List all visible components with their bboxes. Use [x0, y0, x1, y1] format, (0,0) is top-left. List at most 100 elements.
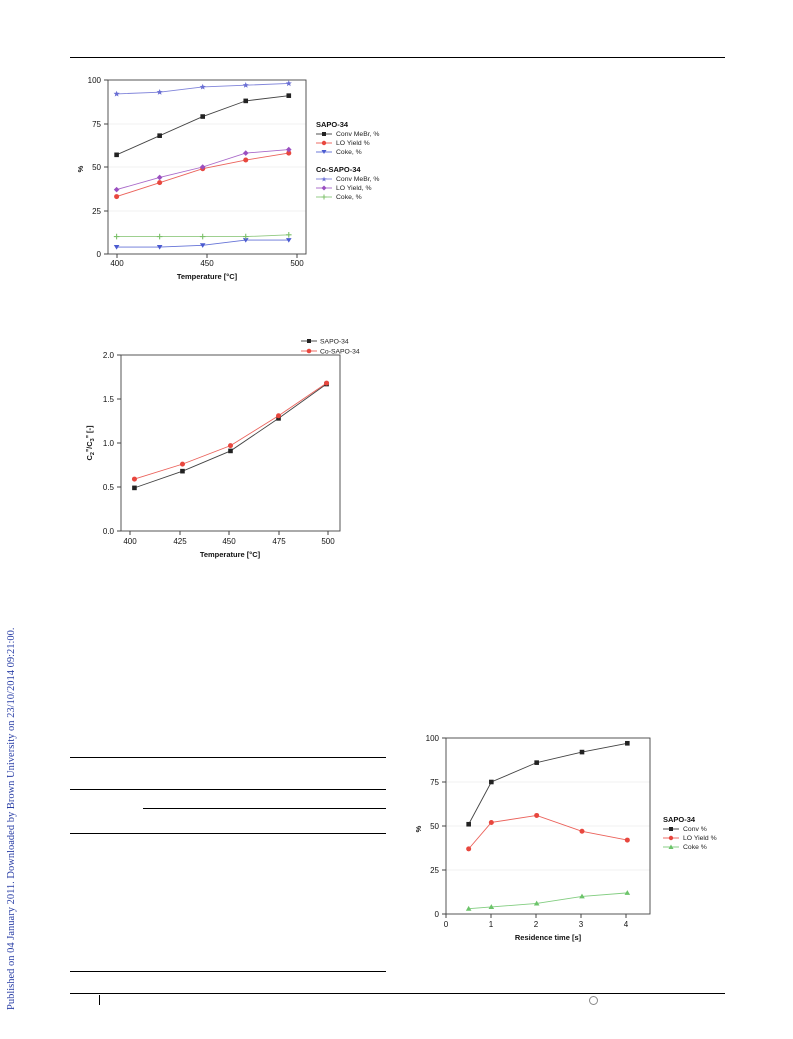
fig1-legend-label: LO Yield % [336, 140, 370, 147]
fig2-series-point-1-2 [228, 443, 233, 449]
fig3-series-point-1-1 [488, 819, 494, 825]
fig1-xtick-450: 450 [200, 259, 214, 268]
fig3-ytick-50: 50 [430, 822, 439, 831]
fig3-xtick-0: 0 [444, 920, 449, 929]
fig1-gridlines [108, 123, 306, 212]
fig2-xtick-425: 425 [173, 537, 187, 546]
fig1-ytick-0: 0 [97, 250, 102, 259]
fig3-legend-label: Conv % [683, 826, 707, 833]
fig3-legend-item-conv: Conv % [663, 826, 707, 833]
fig3-series-point-1-3 [579, 828, 585, 834]
fig1-series-point-3-3 [242, 82, 249, 88]
fig2-series-point-0-2 [228, 448, 233, 454]
fig2-xlabel: Temperature [°C] [200, 550, 261, 559]
fig3-series-point-0-2 [534, 760, 539, 765]
fig1-series-point-1-1 [157, 180, 163, 186]
fig3-series-point-0-3 [579, 749, 585, 755]
fig3-legend-item-coke: Coke % [663, 844, 707, 851]
fig1-xtick-400: 400 [110, 259, 124, 268]
fig3-series-point-2-0 [465, 905, 472, 911]
fig1-ytick-50: 50 [92, 163, 101, 172]
fig3-series-point-2-4 [624, 890, 631, 895]
fig1-series-point-3-1 [156, 88, 163, 95]
fig3-series-point-2-3 [579, 893, 585, 899]
fig3-legend-label: Coke % [683, 844, 707, 851]
table-header-rule [70, 789, 386, 790]
fig3-series-point-2-1 [488, 904, 495, 909]
fig1-legend-label: LO Yield, % [336, 185, 372, 192]
fig2-ytick-1.5: 1.5 [103, 395, 115, 404]
fig1-series-point-4-0 [113, 186, 120, 193]
fig1-ytick-25: 25 [92, 207, 101, 216]
fig2-series-point-1-1 [179, 461, 185, 467]
fig1-series-point-0-3 [243, 98, 249, 104]
fig1-series-point-2-2 [199, 243, 206, 248]
fig1-tick-marks [104, 79, 298, 258]
fig1-legend-item-co-conv: ★ Conv MeBr, % [316, 176, 379, 184]
fig1-series-point-3-4 [285, 80, 292, 87]
fig1-series-point-4-3 [242, 150, 249, 156]
fig2-xtick-400: 400 [123, 537, 137, 546]
footer-circle-icon [589, 996, 598, 1005]
fig1-series-point-2-0 [113, 245, 120, 250]
fig1-series-point-2-4 [285, 238, 292, 243]
fig3-ytick-100: 100 [426, 734, 440, 743]
fig1-legend-item-co-coke: Coke, % [316, 194, 362, 201]
fig1-legend-group2-title: Co-SAPO-34 [316, 165, 361, 174]
fig2-series-point-1-4 [324, 380, 330, 386]
fig1-ytick-75: 75 [92, 120, 101, 129]
fig2-series-point-0-1 [180, 468, 185, 474]
fig3-series-layer [465, 740, 631, 911]
fig1-legend-label: Conv MeBr, % [336, 176, 379, 183]
fig1-legend-item-coke: Coke, % [316, 149, 362, 156]
fig1-xlabel: Temperature [°C] [177, 272, 238, 281]
fig1-series-layer [113, 80, 292, 250]
fig3-series-point-1-4 [624, 837, 630, 843]
table-subheader-rule [143, 808, 386, 809]
fig1-series-point-3-2 [199, 83, 206, 90]
fig3-series-point-2-2 [533, 900, 540, 906]
table-bottom-rule [70, 971, 386, 972]
fig2-series-layer [131, 380, 330, 491]
fig1-series-point-0-1 [157, 133, 162, 138]
svg-text:★: ★ [321, 176, 327, 184]
fig2-ytick-1.0: 1.0 [103, 439, 115, 448]
fig1-series-point-4-1 [156, 174, 163, 181]
fig3-legend-item-lo: LO Yield % [663, 835, 717, 842]
fig1-series-point-1-0 [114, 194, 120, 200]
fig3-series-point-0-4 [625, 740, 630, 746]
fig3-series-point-1-0 [466, 846, 472, 852]
fig1-legend-item-lo: LO Yield % [316, 140, 370, 147]
fig1-legend-item-co-lo: LO Yield, % [316, 185, 372, 192]
fig1-series-point-0-2 [200, 114, 205, 119]
fig1-series-point-4-4 [285, 146, 292, 153]
table-top-rule [70, 757, 386, 758]
fig1-series-point-2-1 [156, 245, 163, 250]
fig2-legend-item-sapo: SAPO-34 [301, 339, 349, 346]
fig3-ytick-75: 75 [430, 778, 439, 787]
fig2-xtick-500: 500 [321, 537, 335, 546]
fig3-xtick-3: 3 [579, 920, 584, 929]
table-body-rule [70, 833, 386, 834]
fig1-series-point-0-0 [114, 152, 119, 158]
fig3-ytick-0: 0 [435, 910, 440, 919]
fig1-series-point-0-4 [286, 93, 292, 98]
fig3-xtick-1: 1 [489, 920, 494, 929]
fig3-series-point-0-1 [489, 779, 494, 785]
fig1-ylabel: % [76, 165, 85, 172]
fig2-ytick-0: 0.0 [103, 527, 115, 536]
fig1-legend-label: Coke, % [336, 194, 362, 201]
fig2-xtick-475: 475 [272, 537, 286, 546]
fig1-series-point-4-2 [199, 164, 206, 170]
fig2-series-point-1-0 [131, 476, 137, 482]
fig1-series-point-5-0 [113, 233, 120, 240]
fig1-series-point-1-3 [243, 157, 249, 163]
fig1-series-point-5-3 [242, 233, 249, 240]
fig2-legend-label: Co-SAPO-34 [320, 349, 360, 356]
fig2-ytick-0.5: 0.5 [103, 483, 115, 492]
fig3-tick-marks [442, 737, 627, 918]
fig3-series-point-0-0 [466, 821, 471, 827]
fig3-ytick-25: 25 [430, 866, 439, 875]
